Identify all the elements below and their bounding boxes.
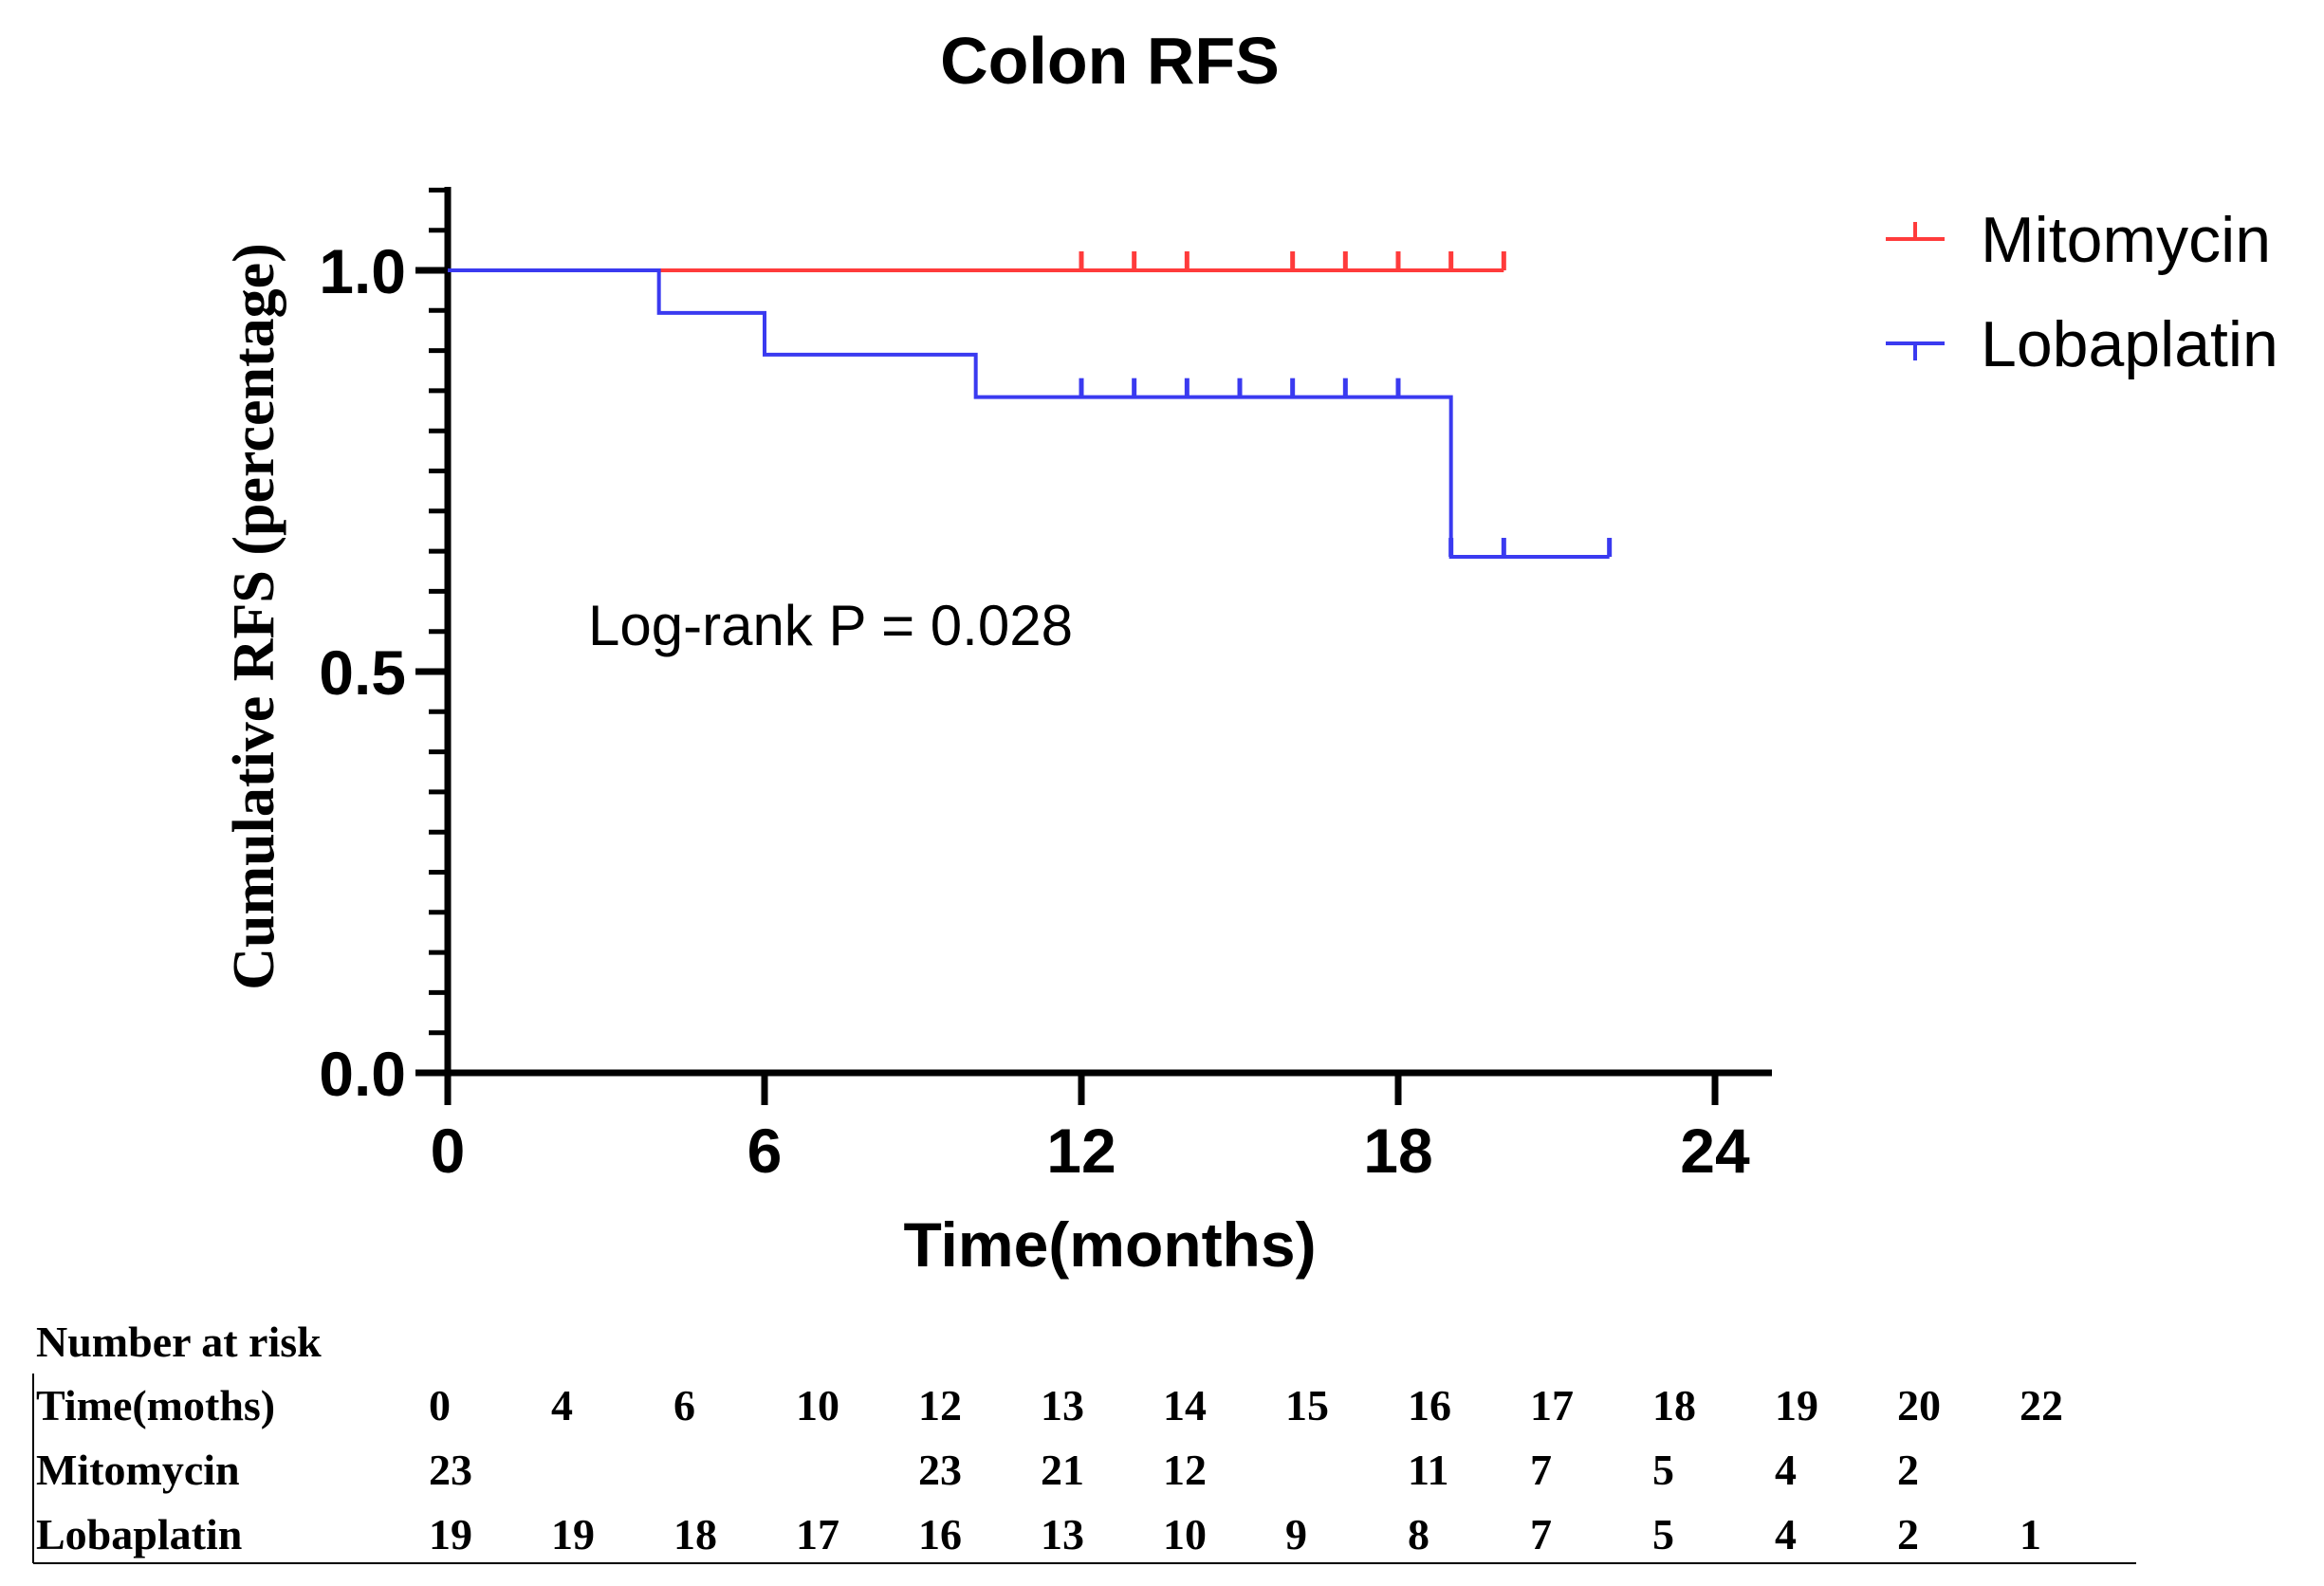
risk-value-cell: 17 (796, 1510, 839, 1558)
risk-value-cell: 1 (2020, 1510, 2041, 1558)
risk-value-cell: 4 (1775, 1510, 1797, 1558)
risk-time-cell: 12 (918, 1381, 962, 1429)
risk-value-cell: 5 (1652, 1510, 1674, 1558)
risk-time-cell: 6 (673, 1381, 695, 1429)
risk-table-title: Number at risk (36, 1318, 322, 1366)
legend-item-mitomycin: Mitomycin (1886, 204, 2271, 276)
risk-value-cell: 4 (1775, 1446, 1797, 1494)
x-tick-label: 6 (747, 1116, 783, 1186)
y-tick-label: 0.5 (319, 637, 406, 708)
y-axis: 0.0 0.5 1.0 (319, 187, 452, 1109)
risk-value-cell: 12 (1163, 1446, 1207, 1494)
y-tick-label: 1.0 (319, 236, 406, 306)
risk-time-cell: 20 (1897, 1381, 1941, 1429)
risk-value-cell: 19 (429, 1510, 472, 1558)
risk-time-cell: 18 (1652, 1381, 1696, 1429)
risk-value-cell: 8 (1408, 1510, 1429, 1558)
x-tick-label: 18 (1363, 1116, 1432, 1186)
legend: Mitomycin Lobaplatin (1886, 204, 2278, 380)
risk-time-cell: 4 (551, 1381, 573, 1429)
risk-row-label: Lobaplatin (36, 1510, 242, 1558)
risk-time-cell: 16 (1408, 1381, 1451, 1429)
x-axis: 0 6 12 18 24 (431, 1069, 1772, 1186)
risk-value-cell: 5 (1652, 1446, 1674, 1494)
risk-time-cell: 19 (1775, 1381, 1818, 1429)
x-tick-label: 0 (431, 1116, 466, 1186)
logrank-annotation: Log-rank P = 0.028 (588, 594, 1073, 657)
series-lobaplatin (448, 268, 1613, 560)
risk-time-cell: 14 (1163, 1381, 1207, 1429)
risk-time-cell: 15 (1285, 1381, 1329, 1429)
y-axis-title: Cumulative RFS (percentage) (222, 243, 286, 990)
risk-value-cell: 23 (429, 1446, 472, 1494)
legend-item-lobaplatin: Lobaplatin (1886, 308, 2278, 380)
series-line-lobaplatin (448, 268, 1610, 560)
x-tick-label: 12 (1046, 1116, 1116, 1186)
series-layer (448, 251, 1613, 560)
series-mitomycin (448, 251, 1506, 272)
risk-value-cell: 9 (1285, 1510, 1307, 1558)
risk-time-cell: 13 (1041, 1381, 1084, 1429)
risk-value-cell: 18 (673, 1510, 717, 1558)
risk-value-cell: 7 (1530, 1510, 1552, 1558)
y-tick-label: 0.0 (319, 1039, 406, 1109)
risk-value-cell: 16 (918, 1510, 962, 1558)
legend-label: Lobaplatin (1981, 308, 2278, 380)
risk-value-cell: 21 (1041, 1446, 1084, 1494)
risk-value-cell: 7 (1530, 1446, 1552, 1494)
risk-time-cell: 22 (2020, 1381, 2063, 1429)
risk-value-cell: 2 (1897, 1446, 1919, 1494)
risk-value-cell: 13 (1041, 1510, 1084, 1558)
risk-time-cell: 10 (796, 1381, 839, 1429)
risk-value-cell: 11 (1408, 1446, 1448, 1494)
risk-row-label: Mitomycin (36, 1446, 240, 1494)
risk-value-cell: 10 (1163, 1510, 1207, 1558)
x-axis-title: Time(months) (903, 1209, 1316, 1280)
risk-time-cell: 17 (1530, 1381, 1574, 1429)
risk-value-cell: 23 (918, 1446, 962, 1494)
risk-value-cell: 2 (1897, 1510, 1919, 1558)
x-tick-label: 24 (1680, 1116, 1750, 1186)
risk-value-cell: 19 (551, 1510, 595, 1558)
legend-label: Mitomycin (1981, 204, 2271, 276)
risk-table-header-label: Time(moths) (36, 1381, 275, 1429)
risk-time-cell: 0 (429, 1381, 451, 1429)
chart-title: Colon RFS (940, 24, 1280, 98)
